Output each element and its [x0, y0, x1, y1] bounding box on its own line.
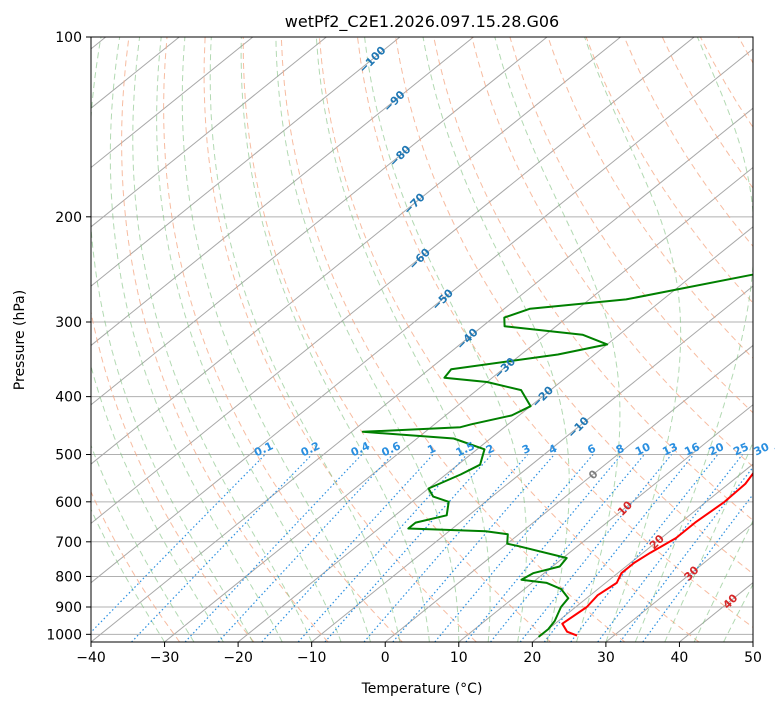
mixing-ratio-label: 36	[773, 440, 775, 458]
isotherm-line	[91, 48, 753, 584]
mixing-ratio-label: 20	[707, 440, 727, 458]
temperature-profile-line	[561, 471, 753, 637]
y-tick-label: 800	[55, 569, 82, 585]
y-tick-label: 300	[55, 315, 82, 331]
y-tick-label: 200	[55, 210, 82, 226]
x-tick-label: 30	[597, 650, 615, 666]
mixing-ratio-label: 16	[682, 440, 702, 458]
isotherm-line	[311, 285, 753, 642]
isotherm-line	[237, 226, 753, 642]
moist-adiabat-line	[181, 37, 371, 642]
x-tick-label: 40	[671, 650, 689, 666]
moist-adiabat-line	[364, 37, 527, 642]
isotherm-line	[164, 166, 753, 642]
mixing-ratio-line	[91, 454, 266, 634]
mixing-ratio-line	[642, 493, 753, 642]
dry-adiabat-line	[121, 37, 329, 642]
moist-adiabat-line	[240, 37, 430, 642]
mixing-ratio-line	[597, 454, 743, 642]
mixing-ratio-line	[465, 454, 623, 642]
y-tick-label: 100	[55, 30, 82, 46]
data-lines	[361, 273, 753, 638]
isotherm-line	[91, 37, 548, 406]
y-tick-label: 600	[55, 495, 82, 511]
isotherm-line	[91, 37, 695, 525]
isotherm-line	[532, 463, 753, 642]
dry-adiabat-line	[163, 37, 403, 642]
mixing-ratio-label: 25	[731, 440, 750, 458]
mixing-ratio-line	[261, 454, 434, 642]
mixing-ratio-line	[131, 454, 313, 642]
isotherm-line	[91, 37, 474, 347]
axes: −40 −30 −20 −10 0 10 20 30 40 50 1000 900 800 700 600 5…	[46, 30, 762, 666]
moist-adiabat-line	[634, 37, 753, 642]
plot-frame	[90, 36, 754, 643]
isotherm-line	[91, 107, 753, 642]
isotherm-line	[91, 37, 401, 287]
dry-adiabat-line	[203, 37, 477, 642]
x-tick-label: −10	[297, 650, 327, 666]
dry-adiabat-line	[91, 37, 255, 642]
moist-adiabat-line	[494, 37, 621, 642]
isotherm-line	[605, 522, 753, 642]
y-tick-label: 700	[55, 535, 82, 551]
isotherm-line	[91, 37, 621, 465]
y-tick-label: 1000	[46, 627, 82, 643]
chart-title: wetPf2_C2E1.2026.097.15.28.G06	[285, 12, 559, 32]
x-tick-label: 50	[744, 650, 762, 666]
y-tick-label: 500	[55, 448, 82, 464]
mixing-ratio-label: 30	[752, 440, 772, 458]
moist-adiabat-line	[664, 441, 753, 642]
x-tick-label: 10	[450, 650, 468, 666]
dry-adiabat-line	[471, 37, 753, 468]
x-tick-label: −40	[76, 650, 106, 666]
background-lines	[91, 37, 753, 642]
x-tick-label: −20	[223, 650, 253, 666]
moist-adiabat-line	[209, 37, 401, 642]
mixing-ratio-label: 10	[633, 440, 653, 458]
y-axis-label: Pressure (hPa)	[12, 290, 28, 390]
dry-adiabat-line	[509, 37, 753, 414]
dewpoint-profile-line	[361, 273, 753, 638]
mixing-ratio-label: 13	[660, 440, 679, 458]
isotherm-line	[458, 404, 753, 642]
isotherm-line	[91, 37, 254, 169]
mixing-ratio-line	[392, 454, 555, 642]
x-tick-label: −30	[150, 650, 180, 666]
dry-adiabat-line	[433, 37, 753, 521]
x-tick-label: 20	[523, 650, 541, 666]
dry-adiabat-line	[91, 490, 181, 642]
moist-adiabat-line	[275, 37, 460, 642]
x-tick-label: 0	[381, 650, 390, 666]
mixing-ratio-line	[619, 466, 753, 642]
dry-adiabat-line	[395, 37, 753, 575]
dry-adiabat-line	[242, 37, 551, 642]
x-axis-label: Temperature (°C)	[361, 681, 483, 697]
moist-adiabat-line	[315, 37, 491, 642]
dry-adiabat-line	[357, 37, 753, 628]
mixing-ratio-line	[570, 454, 719, 642]
moist-adiabat-line	[422, 37, 570, 642]
mixing-ratio-line	[434, 454, 594, 642]
moist-adiabat-line	[156, 37, 342, 642]
mixing-ratio-line	[543, 454, 695, 642]
mixing-ratio-line	[363, 454, 529, 642]
moist-adiabat-line	[584, 37, 682, 642]
isotherm-line	[384, 344, 753, 642]
y-tick-label: 900	[55, 600, 82, 616]
y-tick-label: 400	[55, 390, 82, 406]
mixing-ratio-line	[217, 454, 394, 642]
isotherm-line	[91, 37, 327, 228]
dry-adiabat-line	[547, 37, 753, 359]
